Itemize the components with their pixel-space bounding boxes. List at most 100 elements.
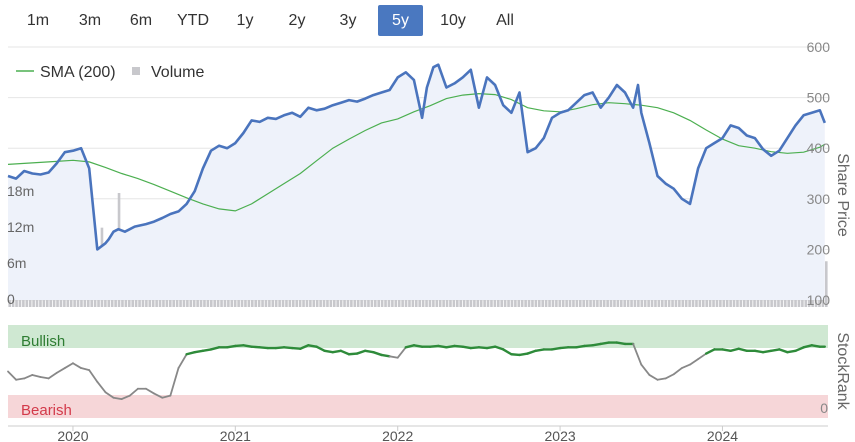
- stockrank-segment: [31, 374, 42, 378]
- stockrank-segment: [72, 362, 82, 369]
- stockrank-segment: [445, 344, 456, 349]
- range-button-6m[interactable]: 6m: [122, 5, 160, 36]
- range-button-10y[interactable]: 10y: [434, 5, 472, 36]
- stockrank-segment: [672, 367, 683, 376]
- stockrank-segment: [290, 346, 302, 350]
- stockrank-axis-zero: 0: [820, 400, 828, 416]
- stockrank-segment: [15, 377, 26, 381]
- stockrank-segment: [39, 376, 50, 380]
- share-price-tick-label: 200: [807, 241, 831, 257]
- stockrank-segment: [47, 371, 58, 380]
- stockrank-segment: [583, 344, 594, 348]
- legend-sma-label: SMA (200): [40, 64, 116, 81]
- stockrank-segment: [786, 349, 797, 354]
- sma-200-line: [7, 92, 826, 212]
- stockrank-segment: [794, 346, 805, 352]
- stockrank-segment: [347, 352, 359, 356]
- range-button-5y[interactable]: 5y: [378, 5, 423, 36]
- stockrank-segment: [396, 346, 407, 359]
- stockrank-segment: [153, 392, 164, 399]
- stockrank-segment: [477, 346, 489, 350]
- stockrank-segment: [380, 353, 391, 358]
- x-tick-label: 2021: [220, 428, 251, 442]
- volume-tick-label: 18m: [7, 183, 34, 199]
- stockrank-segment: [664, 373, 675, 380]
- x-axis-ticks: 2020 2021 2022 2023 2024: [57, 426, 738, 442]
- stockrank-axis-title: StockRank: [834, 332, 851, 410]
- volume-tick-label: 0: [7, 291, 15, 307]
- range-button-2y[interactable]: 2y: [280, 5, 314, 36]
- stockrank-segment: [510, 353, 521, 357]
- stockrank-segment: [502, 348, 513, 356]
- range-button-ytd[interactable]: YTD: [171, 5, 215, 36]
- legend-volume-swatch: [132, 67, 140, 75]
- stockrank-segment: [599, 341, 610, 346]
- stockrank-segment: [339, 349, 351, 356]
- stockrank-segment: [234, 344, 245, 348]
- stockrank-segment: [729, 347, 740, 352]
- x-tick-label: 2022: [382, 428, 413, 442]
- stockrank-segment: [737, 347, 749, 352]
- stockrank-segment: [697, 352, 708, 360]
- range-button-all[interactable]: All: [488, 5, 522, 36]
- stockrank-segment: [689, 358, 699, 366]
- stockrank-segment: [63, 362, 74, 369]
- range-button-1m[interactable]: 1m: [20, 5, 56, 36]
- stockrank-segment: [769, 348, 781, 352]
- range-button-1y[interactable]: 1y: [228, 5, 262, 36]
- stockrank-segment: [437, 344, 448, 349]
- stockrank-segment: [299, 344, 310, 350]
- stockrank-segment: [534, 348, 546, 352]
- stockrank-segment: [469, 346, 481, 350]
- stockrank-segment: [526, 349, 537, 355]
- stockrank-segment: [80, 367, 91, 372]
- chart-legend: SMA (200) Volume: [16, 64, 204, 81]
- stockrank-segment: [128, 387, 139, 397]
- stockrank-segment: [282, 346, 294, 350]
- stockrank-segment: [209, 346, 221, 351]
- bullish-band: [8, 325, 828, 348]
- range-button-3m[interactable]: 3m: [71, 5, 109, 36]
- stockrank-segment: [558, 346, 570, 350]
- volume-tick-label: 12m: [7, 219, 34, 235]
- share-price-tick-label: 600: [807, 39, 831, 55]
- bearish-band: [8, 395, 828, 418]
- share-price-tick-label: 300: [807, 191, 831, 207]
- stockrank-segment: [201, 348, 213, 352]
- bullish-band-label: Bullish: [21, 333, 65, 350]
- stockrank-segment: [485, 345, 497, 350]
- stockrank-segment: [615, 341, 627, 346]
- stockrank-segment: [721, 348, 732, 352]
- stockrank-segment: [461, 345, 472, 350]
- x-tick-label: 2020: [57, 428, 88, 442]
- stockrank-segment: [161, 394, 172, 399]
- stockrank-segment: [778, 348, 789, 354]
- stockrank-segment: [242, 344, 253, 348]
- x-tick-label: 2023: [545, 428, 576, 442]
- stockrank-segment: [258, 346, 270, 350]
- range-button-3y[interactable]: 3y: [331, 5, 365, 36]
- stockrank-segment: [575, 344, 586, 349]
- volume-tick-label: 6m: [7, 255, 26, 271]
- x-tick-label: 2024: [707, 428, 738, 442]
- stockrank-segment: [364, 349, 375, 354]
- stockrank-segment: [112, 396, 123, 401]
- stockrank-segment: [250, 345, 261, 349]
- stockrank-segment: [591, 342, 602, 347]
- stockrank-segment: [648, 374, 659, 381]
- price-area-fill: [8, 64, 825, 300]
- stockrank-segment: [680, 363, 691, 369]
- share-price-axis-title: Share Price: [834, 153, 851, 237]
- stockrank-segment: [104, 391, 115, 399]
- stockrank-segment: [372, 350, 383, 357]
- share-price-tick-label: 500: [807, 90, 831, 106]
- share-price-axis: 100 200 300 400 500 600: [807, 39, 831, 308]
- stockrank-segment: [120, 394, 131, 401]
- volume-bar: [824, 261, 828, 307]
- volume-axis: 0 6m 12m 18m: [7, 183, 34, 307]
- stockrank-segment: [632, 342, 643, 366]
- time-range-toolbar: 1m 3m 6m YTD 1y 2y 3y 5y 10y All: [0, 0, 855, 40]
- stockrank-segment: [550, 346, 562, 351]
- stockrank-segment: [412, 344, 424, 348]
